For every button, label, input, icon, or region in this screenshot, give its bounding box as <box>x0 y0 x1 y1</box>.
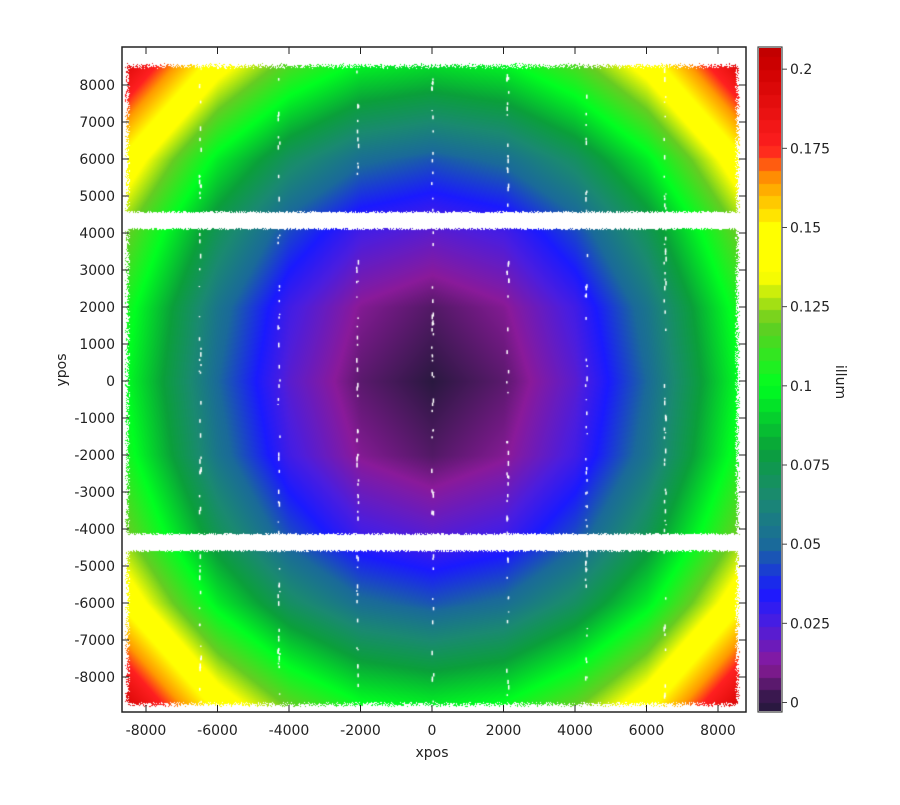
colorbar-label: illum <box>832 365 848 399</box>
x-tick-label: 8000 <box>700 723 736 739</box>
x-tick-label: -8000 <box>126 723 167 739</box>
y-tick-label: 1000 <box>79 337 115 353</box>
colorbar-frame <box>757 46 783 713</box>
colorbar-tick-label: 0.05 <box>790 537 821 553</box>
y-tick-label: 3000 <box>79 263 115 279</box>
colorbar-tick-label: 0.175 <box>790 141 830 157</box>
plot-frame <box>121 46 747 713</box>
x-tick-label: -4000 <box>269 723 310 739</box>
colorbar-tick-label: 0.075 <box>790 458 830 474</box>
y-tick-label: -6000 <box>74 596 115 612</box>
colorbar-gradient <box>759 48 781 711</box>
y-tick-label: 0 <box>106 374 115 390</box>
y-tick-label: -8000 <box>74 670 115 686</box>
colorbar-tick-label: 0.15 <box>790 221 821 237</box>
y-tick-label: 7000 <box>79 115 115 131</box>
y-axis: 8000 7000 6000 5000 4000 3000 2000 1000 0 -1000 -2… <box>74 78 746 686</box>
x-tick-label: 2000 <box>486 723 522 739</box>
colorbar-tick-label: 0.2 <box>790 62 812 78</box>
x-tick-label: 0 <box>428 723 437 739</box>
colorbar-axis: 0.2 0.175 0.15 0.125 0.1 0.075 0.05 0.025 0 <box>782 62 830 712</box>
colorbar-tick-label: 0 <box>790 696 799 712</box>
y-tick-label: 4000 <box>79 226 115 242</box>
heatmap-plot-area <box>123 48 745 711</box>
y-tick-label: 8000 <box>79 78 115 94</box>
x-axis: -8000 -6000 -4000 -2000 0 2000 4000 6000 8000 <box>126 47 736 739</box>
y-tick-label: 2000 <box>79 300 115 316</box>
y-tick-label: -3000 <box>74 485 115 501</box>
x-tick-label: 6000 <box>629 723 665 739</box>
colorbar-tick-label: 0.125 <box>790 300 830 316</box>
colorbar-tick-label: 0.1 <box>790 379 812 395</box>
colorbar-tick-label: 0.025 <box>790 616 830 632</box>
x-axis-label: xpos <box>415 745 448 761</box>
y-axis-label: ypos <box>54 353 70 386</box>
y-tick-label: -1000 <box>74 411 115 427</box>
y-tick-label: -4000 <box>74 522 115 538</box>
y-tick-label: -7000 <box>74 633 115 649</box>
y-tick-label: 6000 <box>79 152 115 168</box>
x-tick-label: 4000 <box>557 723 593 739</box>
y-tick-label: 5000 <box>79 189 115 205</box>
y-tick-label: -5000 <box>74 559 115 575</box>
x-tick-label: -6000 <box>197 723 238 739</box>
y-tick-label: -2000 <box>74 448 115 464</box>
x-tick-label: -2000 <box>340 723 381 739</box>
